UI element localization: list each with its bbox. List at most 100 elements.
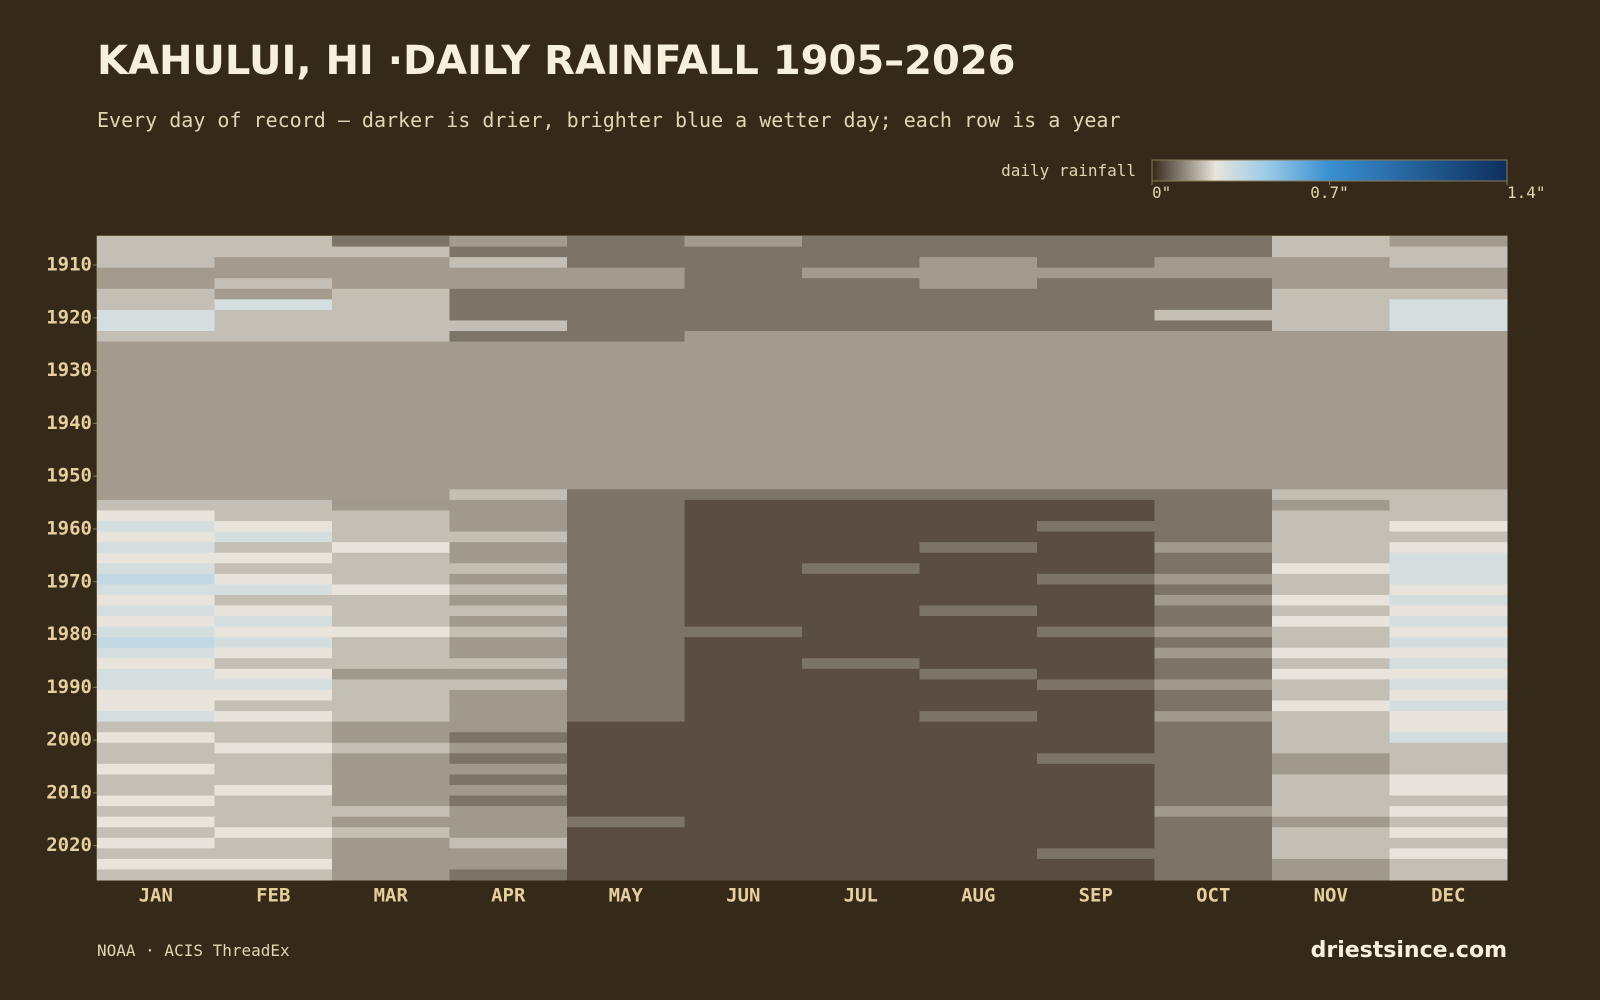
cell xyxy=(684,869,803,881)
cell xyxy=(919,552,1038,564)
cell xyxy=(214,742,333,754)
cell xyxy=(214,721,333,733)
cell xyxy=(332,552,450,564)
missing-cell xyxy=(449,436,568,448)
cell xyxy=(684,573,803,585)
missing-cell xyxy=(449,362,568,374)
cell xyxy=(1389,552,1508,564)
cell xyxy=(919,721,1038,733)
missing-cell xyxy=(1272,404,1390,416)
missing-cell xyxy=(332,257,450,269)
missing-cell xyxy=(1154,447,1273,459)
cell xyxy=(214,689,333,702)
missing-cell xyxy=(214,426,333,438)
cell xyxy=(567,679,685,691)
missing-cell xyxy=(919,383,1038,395)
missing-cell xyxy=(919,257,1038,269)
cell xyxy=(802,837,920,849)
x-tick-label: SEP xyxy=(1079,885,1113,907)
cell xyxy=(684,774,803,786)
cell xyxy=(567,647,685,659)
cell xyxy=(97,299,215,311)
cell xyxy=(684,531,803,543)
cell xyxy=(97,689,215,702)
cell xyxy=(919,647,1038,659)
cell xyxy=(1272,753,1390,765)
cell xyxy=(567,510,685,522)
cell xyxy=(1389,763,1508,775)
cell xyxy=(97,510,215,522)
cell xyxy=(802,236,920,248)
cell xyxy=(684,288,803,300)
missing-cell xyxy=(802,362,920,374)
cell xyxy=(1389,806,1508,818)
cell xyxy=(449,742,568,754)
cell xyxy=(449,848,568,860)
cell xyxy=(567,668,685,680)
cell xyxy=(1272,563,1390,575)
missing-cell xyxy=(1389,267,1508,279)
cell xyxy=(1389,647,1508,659)
cell xyxy=(1154,594,1273,607)
cell xyxy=(332,573,450,585)
cell xyxy=(567,637,685,649)
missing-cell xyxy=(214,257,333,269)
cell xyxy=(214,331,333,343)
missing-cell xyxy=(1037,447,1155,459)
cell xyxy=(1037,637,1155,649)
cell xyxy=(802,816,920,828)
cell xyxy=(1037,605,1155,617)
cell xyxy=(332,679,450,691)
cell xyxy=(97,637,215,649)
cell xyxy=(1389,721,1508,733)
cell xyxy=(919,594,1038,607)
cell xyxy=(1154,742,1273,754)
missing-cell xyxy=(1389,331,1508,343)
cell xyxy=(1154,531,1273,543)
missing-cell xyxy=(802,267,920,279)
cell xyxy=(97,742,215,754)
cell xyxy=(449,521,568,533)
cell xyxy=(919,795,1038,807)
cell xyxy=(214,309,333,321)
missing-cell xyxy=(802,457,920,469)
cell xyxy=(1389,700,1508,712)
cell xyxy=(1389,489,1508,501)
missing-cell xyxy=(332,478,450,490)
cell xyxy=(567,700,685,712)
cell xyxy=(97,605,215,617)
cell xyxy=(684,679,803,691)
cell xyxy=(919,309,1038,321)
cell xyxy=(1154,542,1273,554)
cell xyxy=(449,869,568,881)
cell xyxy=(1037,848,1155,860)
cell xyxy=(1037,679,1155,691)
cell xyxy=(97,616,215,628)
cell xyxy=(214,732,333,744)
cell xyxy=(1154,816,1273,828)
missing-cell xyxy=(684,341,803,353)
cell xyxy=(1389,679,1508,691)
missing-cell xyxy=(1272,383,1390,395)
missing-cell xyxy=(214,341,333,353)
cell xyxy=(1154,668,1273,680)
cell xyxy=(332,753,450,765)
cell xyxy=(97,626,215,638)
cell xyxy=(1272,584,1390,596)
cell xyxy=(97,668,215,680)
missing-cell xyxy=(332,468,450,480)
y-tick-label: 1940 xyxy=(46,412,92,434)
cell xyxy=(1154,626,1273,638)
cell xyxy=(802,278,920,290)
cell xyxy=(684,816,803,828)
missing-cell xyxy=(1272,426,1390,438)
cell xyxy=(214,827,333,839)
missing-cell xyxy=(567,468,685,480)
missing-cell xyxy=(1154,404,1273,416)
cell xyxy=(684,668,803,680)
colorbar-tick-label: 0" xyxy=(1152,183,1171,202)
missing-cell xyxy=(684,478,803,490)
missing-cell xyxy=(567,362,685,374)
cell xyxy=(97,784,215,797)
cell xyxy=(802,616,920,628)
